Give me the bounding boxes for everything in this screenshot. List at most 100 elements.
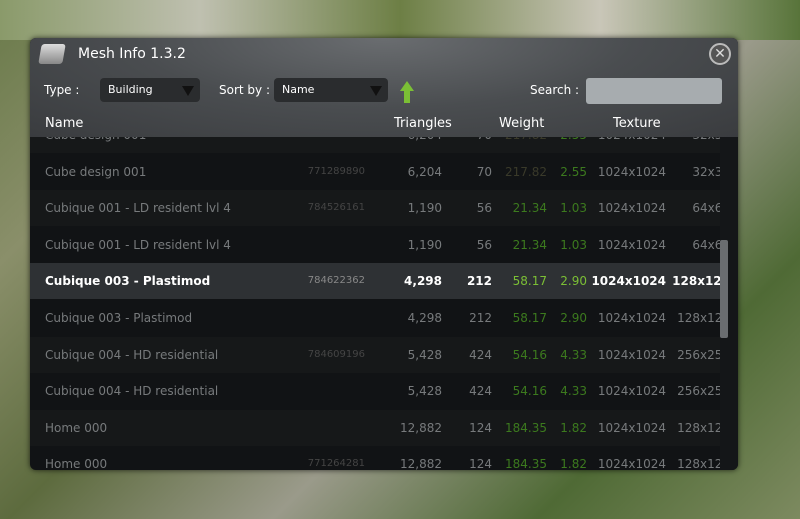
cell-lod-tex: 64x64 [692,201,720,216]
mesh-info-window: Mesh Info 1.3.2 ✕ Type : Building Sort b… [30,38,738,470]
cell-lod-weight: 1.82 [560,420,587,435]
cell-tex: 1024x1024 [598,137,666,142]
table-row[interactable]: Home 000 771264281 12,882 124 184.35 1.82 1024… [30,446,720,470]
type-dropdown[interactable]: Building [100,78,200,102]
cell-tex: 1024x1024 [597,420,666,435]
cell-tri: 12,882 [400,420,442,435]
cell-tri: 4,298 [404,274,442,289]
cell-lod-tex: 256x256 [677,347,720,362]
table-row[interactable]: Cube design 001 6,204 70 217.82 2.55 1024x102… [30,137,720,153]
cell-weight: 54.16 [512,384,547,399]
column-header-name[interactable]: Name [45,116,84,131]
cell-tex: 1024x1024 [597,457,666,470]
cell-lod-tex: 256x256 [677,384,720,399]
cell-lod-tex: 128x128 [677,420,720,435]
cell-lod-tex: 128x128 [677,311,720,325]
table-row[interactable]: Cubique 003 - Plastimod 784622362 4,298 212… [30,263,720,300]
cell-weight: 217.82 [505,137,547,142]
scrollbar[interactable] [720,137,738,470]
chevron-down-icon [182,86,194,96]
table-row[interactable]: Cubique 004 - HD residential 5,428 424 54.1… [30,373,720,409]
cell-tri: 12,882 [400,457,442,470]
cell-lod-tri: 56 [476,237,492,252]
cell-lod-tex: 128x128 [672,274,720,289]
cell-weight: 58.17 [512,274,547,289]
cell-name: Home 000 [45,457,108,470]
chevron-down-icon [370,86,382,96]
cell-tex: 1024x1024 [597,384,666,399]
cell-weight: 21.34 [512,201,547,216]
cell-lod-weight: 1.03 [560,201,587,216]
mesh-list: Cube design 001 6,204 70 217.82 2.55 1024x102… [30,137,720,470]
cell-weight: 217.82 [505,164,547,179]
window-title: Mesh Info 1.3.2 [78,46,186,62]
type-value: Building [108,83,153,96]
table-row[interactable]: Home 000 12,882 124 184.35 1.82 1024x1024 128x… [30,409,720,446]
cell-lod-tri: 424 [469,347,492,362]
cell-weight: 58.17 [512,311,547,325]
cell-lod-tri: 56 [476,201,492,216]
table-row[interactable]: Cubique 003 - Plastimod 4,298 212 58.17 2.90… [30,300,720,336]
cell-weight: 184.35 [505,457,547,470]
cell-lod-tri: 124 [469,420,492,435]
mesh-info-logo-icon [38,44,66,64]
cell-lod-weight: 1.82 [560,457,587,470]
cell-tex: 1024x1024 [597,164,666,179]
column-header-triangles[interactable]: Triangles [394,116,452,131]
close-icon[interactable]: ✕ [709,43,731,65]
cell-lod-tri: 124 [469,457,492,470]
cell-tri: 1,190 [407,237,442,252]
cell-tex: 1024x1024 [597,311,666,325]
cell-lod-tri: 212 [466,274,492,289]
cell-tri: 4,298 [407,311,442,325]
column-header-texture[interactable]: Texture [613,116,661,131]
cell-tex: 1024x1024 [597,347,666,362]
cell-tri: 5,428 [407,347,442,362]
cell-lod-tri: 424 [469,384,492,399]
table-row[interactable]: Cubique 001 - LD resident lvl 4 784526161… [30,190,720,227]
scrollbar-thumb[interactable] [720,240,728,338]
cell-tex: 1024x1024 [591,274,666,289]
cell-lod-weight: 2.55 [560,137,587,142]
sort-ascending-arrow-icon[interactable] [399,80,415,104]
column-header-weight[interactable]: Weight [499,116,545,131]
sort-dropdown[interactable]: Name [274,78,388,102]
cell-name: Cubique 001 - LD resident lvl 4 [45,201,231,216]
cell-name: Cubique 003 - Plastimod [45,311,193,325]
sort-value: Name [282,83,315,96]
cell-tex: 1024x1024 [597,237,666,252]
cell-id: 784526161 [307,202,365,214]
cell-name: Home 000 [45,420,108,435]
table-row[interactable]: Cubique 001 - LD resident lvl 4 1,190 56 21… [30,227,720,263]
cell-lod-weight: 4.33 [560,384,587,399]
cell-lod-weight: 2.55 [560,164,587,179]
cell-name: Cube design 001 [45,164,147,179]
cell-tex: 1024x1024 [597,201,666,216]
sort-label: Sort by : [219,83,270,97]
search-input[interactable] [586,78,722,104]
cell-lod-tri: 70 [476,164,492,179]
type-label: Type : [44,83,80,97]
cell-lod-weight: 2.90 [560,274,587,289]
cell-lod-tex: 32x32 [692,164,720,179]
cell-id: 784622362 [307,275,365,287]
table-row[interactable]: Cube design 001 771289890 6,204 70 217.82 2.5… [30,154,720,190]
cell-lod-tex: 64x64 [692,237,720,252]
cell-id: 771289890 [307,165,365,177]
cell-weight: 21.34 [512,237,547,252]
cell-name: Cubique 004 - HD residential [45,384,219,399]
cell-name: Cubique 003 - Plastimod [45,274,211,289]
cell-name: Cubique 001 - LD resident lvl 4 [45,237,231,252]
cell-id: 784609196 [307,348,365,360]
cell-lod-tex: 32x32 [692,137,720,142]
cell-id: 771264281 [307,458,365,470]
cell-lod-tex: 128x128 [677,457,720,470]
cell-tri: 1,190 [407,201,442,216]
search-label: Search : [530,83,580,97]
cell-lod-weight: 4.33 [560,347,587,362]
cell-tri: 6,204 [408,137,442,142]
table-row[interactable]: Cubique 004 - HD residential 784609196 5,4… [30,336,720,373]
cell-tri: 6,204 [407,164,442,179]
cell-lod-tri: 70 [477,137,492,142]
cell-weight: 54.16 [512,347,547,362]
